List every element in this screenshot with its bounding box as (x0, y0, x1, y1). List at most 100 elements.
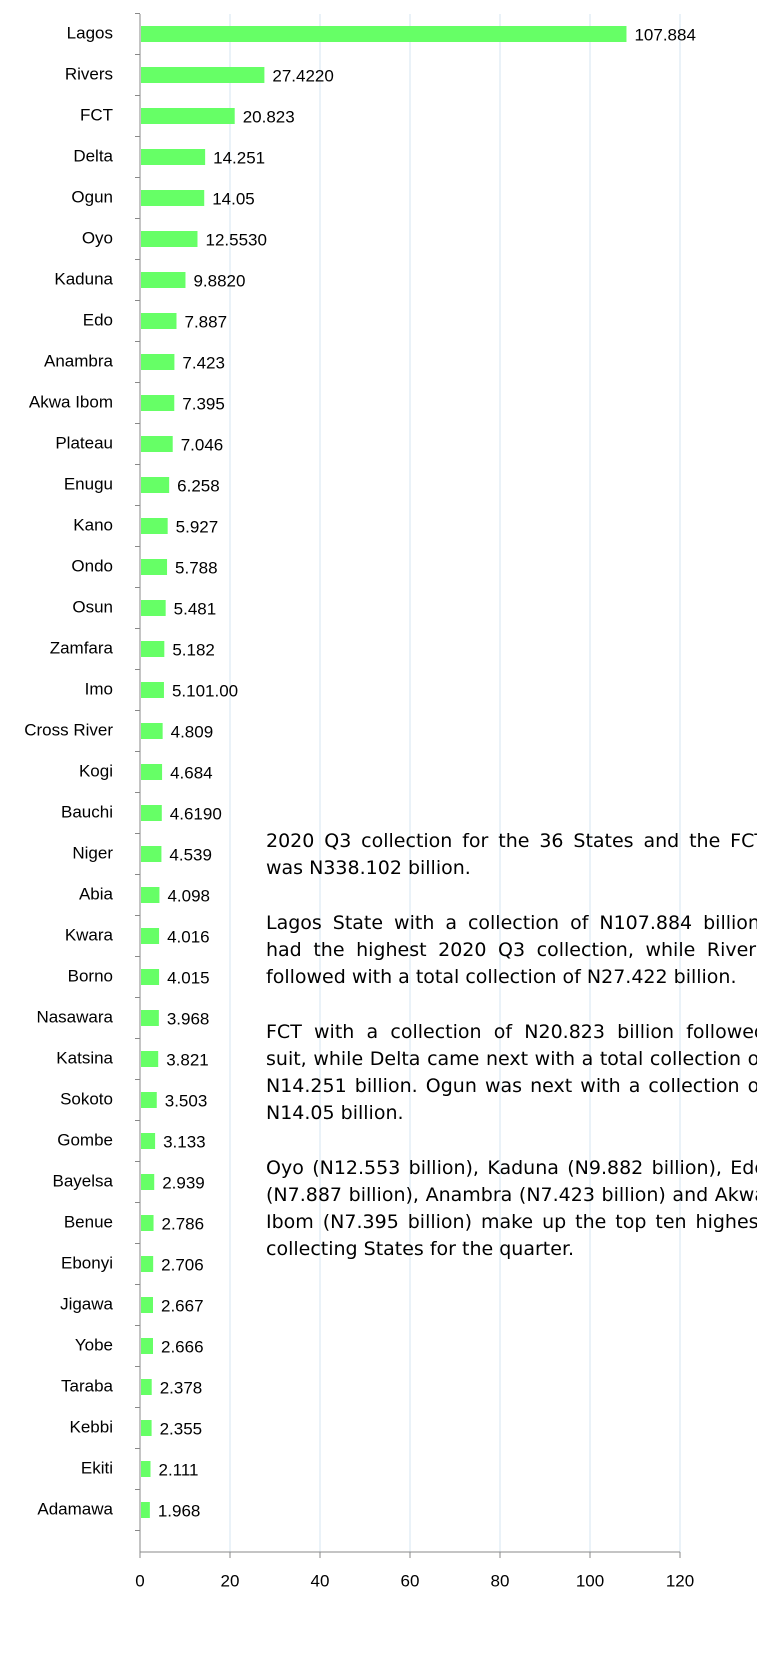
y-tick-label: Oyo (82, 228, 113, 247)
value-label: 3.821 (166, 1050, 209, 1069)
value-label: 20.823 (243, 107, 295, 126)
value-label: 3.968 (167, 1009, 210, 1028)
x-tick-label: 120 (666, 1571, 694, 1590)
value-label: 12.5530 (205, 230, 266, 249)
bar (141, 846, 162, 862)
value-label: 27.4220 (272, 66, 333, 85)
value-label: 6.258 (177, 476, 220, 495)
bar (141, 559, 168, 575)
bar (141, 723, 163, 739)
bar (141, 1051, 159, 1067)
bar (141, 1420, 152, 1436)
value-label: 2.706 (161, 1255, 204, 1274)
bar (141, 600, 166, 616)
y-tick-label: Sokoto (60, 1089, 113, 1108)
value-label: 4.809 (171, 722, 214, 741)
value-label: 3.503 (165, 1091, 208, 1110)
value-label: 7.423 (182, 353, 225, 372)
y-tick-label: Ondo (71, 556, 113, 575)
bar (141, 641, 165, 657)
value-label: 4.684 (170, 763, 213, 782)
bar (141, 313, 177, 329)
value-label: 2.786 (162, 1214, 205, 1233)
y-tick-label: Adamawa (37, 1499, 113, 1518)
x-tick-label: 80 (491, 1571, 510, 1590)
y-tick-label: Borno (68, 966, 113, 985)
bar (141, 1338, 153, 1354)
bar (141, 1092, 157, 1108)
bar (141, 395, 175, 411)
bar (141, 764, 163, 780)
value-label: 107.884 (634, 25, 695, 44)
bar (141, 272, 186, 288)
bar (141, 682, 164, 698)
y-tick-label: Anambra (44, 351, 114, 370)
bar (141, 1379, 152, 1395)
bar (141, 518, 168, 534)
annotation: Lagos State with a collection of N107.88… (266, 912, 757, 988)
value-label: 14.251 (213, 148, 265, 167)
value-label: 4.016 (167, 927, 210, 946)
y-tick-label: Abia (79, 884, 114, 903)
y-tick-label: Nasawara (36, 1007, 113, 1026)
y-tick-label: Kogi (79, 761, 113, 780)
value-label: 1.968 (158, 1501, 201, 1520)
value-label: 4.098 (167, 886, 210, 905)
y-tick-label: Plateau (55, 433, 113, 452)
y-tick-label: Ogun (71, 187, 113, 206)
y-tick-label: Jigawa (60, 1294, 113, 1313)
y-tick-label: Katsina (56, 1048, 113, 1067)
value-label: 7.395 (182, 394, 225, 413)
bar (141, 1256, 154, 1272)
y-tick-label: Gombe (57, 1130, 113, 1149)
bar (141, 1174, 155, 1190)
y-tick-label: Taraba (61, 1376, 114, 1395)
y-tick-label: Akwa Ibom (29, 392, 113, 411)
x-tick-label: 0 (135, 1571, 144, 1590)
bar (141, 969, 160, 985)
bar (141, 1297, 154, 1313)
value-label: 5.481 (174, 599, 217, 618)
y-tick-label: Kebbi (70, 1417, 113, 1436)
value-label: 2.939 (162, 1173, 205, 1192)
bar (141, 1502, 150, 1518)
y-tick-label: Ebonyi (61, 1253, 113, 1272)
bar (141, 1133, 156, 1149)
y-tick-label: Kano (73, 515, 113, 534)
bar (141, 928, 160, 944)
bar (141, 1010, 159, 1026)
value-label: 4.015 (167, 968, 210, 987)
value-label: 5.182 (172, 640, 215, 659)
value-label: 4.539 (169, 845, 212, 864)
value-label: 7.046 (181, 435, 224, 454)
bar (141, 149, 206, 165)
x-tick-label: 40 (311, 1571, 330, 1590)
y-tick-label: Delta (73, 146, 113, 165)
bar (141, 67, 265, 83)
y-tick-label: Osun (72, 597, 113, 616)
value-label: 14.05 (212, 189, 255, 208)
value-label: 9.8820 (193, 271, 245, 290)
y-tick-label: Ekiti (81, 1458, 113, 1477)
value-label: 4.6190 (170, 804, 222, 823)
annotation: 2020 Q3 collection for the 36 States and… (266, 830, 757, 879)
value-label: 2.111 (158, 1460, 198, 1479)
bar (141, 887, 160, 903)
y-tick-label: Lagos (67, 23, 113, 42)
y-tick-label: Benue (64, 1212, 113, 1231)
y-tick-label: Kwara (65, 925, 114, 944)
y-tick-label: Niger (72, 843, 113, 862)
value-label: 7.887 (184, 312, 227, 331)
bar (141, 26, 627, 42)
value-label: 5.788 (175, 558, 218, 577)
bar (141, 231, 198, 247)
x-tick-label: 60 (401, 1571, 420, 1590)
bar (141, 477, 170, 493)
value-label: 2.378 (160, 1378, 203, 1397)
bar (141, 1215, 154, 1231)
y-tick-label: Bauchi (61, 802, 113, 821)
annotation: FCT with a collection of N20.823 billion… (266, 1021, 757, 1124)
y-tick-label: Yobe (75, 1335, 113, 1354)
y-tick-label: Rivers (65, 64, 113, 83)
